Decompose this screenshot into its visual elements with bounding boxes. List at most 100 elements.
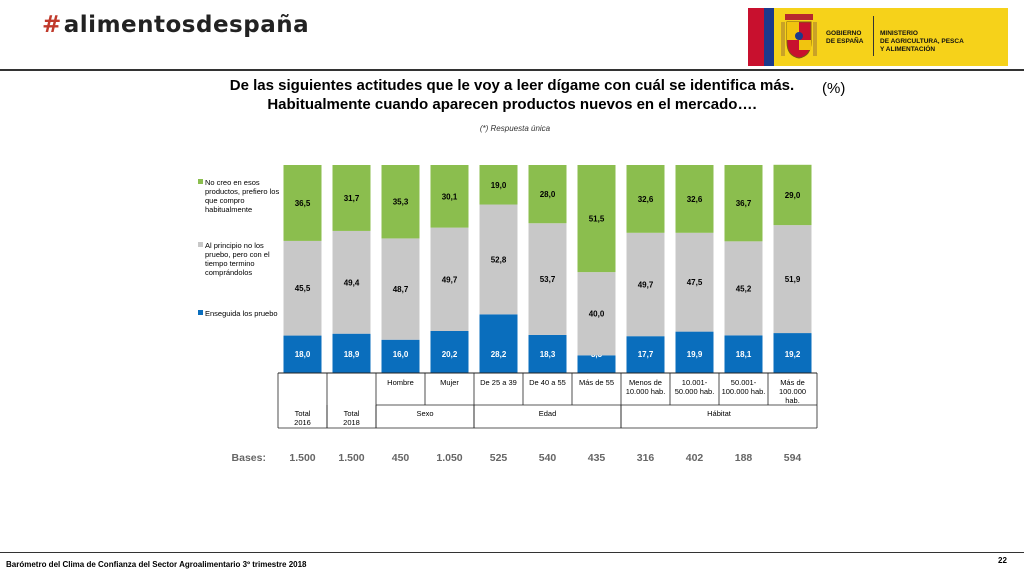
bar-segment [381, 238, 420, 340]
group-label: Sexo [416, 409, 433, 418]
bar-segment [577, 355, 616, 373]
tick-label: De 40 a 55 [529, 378, 566, 387]
group-label: Edad [539, 409, 557, 418]
tick-label: Menos de [629, 378, 662, 387]
data-label: 45,2 [736, 284, 752, 293]
tick-label: hab. [785, 396, 800, 405]
bar-segment [283, 165, 322, 241]
footer-divider [0, 552, 1024, 553]
bar-segment [724, 241, 763, 336]
bar-segment [626, 165, 665, 233]
base-value: 1.500 [289, 452, 316, 464]
bar-segment [381, 165, 420, 239]
base-value: 1.500 [338, 452, 365, 464]
base-value: 594 [783, 452, 802, 464]
data-label: 32,6 [687, 195, 703, 204]
bar-segment [479, 204, 518, 315]
gov-line: GOBIERNO [826, 30, 862, 37]
bar-segment [528, 223, 567, 335]
data-label: 45,5 [295, 284, 311, 293]
base-value: 188 [734, 452, 753, 464]
bar-segment [675, 165, 714, 233]
tick-label: Mujer [440, 378, 459, 387]
data-label: 29,0 [785, 191, 801, 200]
divider [873, 16, 874, 56]
bar-segment [283, 240, 322, 336]
brand-logo: #alimentosdespaña [42, 12, 309, 38]
data-label: 35,3 [393, 198, 409, 207]
tick-label: De 25 a 39 [480, 378, 517, 387]
bar-segment [626, 336, 665, 373]
ministry-line: MINISTERIO [880, 30, 918, 37]
bar-segment [724, 165, 763, 242]
gov-line: DE ESPAÑA [826, 38, 864, 45]
bar-segment [675, 331, 714, 373]
legend-swatch [198, 242, 203, 247]
base-value: 1.050 [436, 452, 463, 464]
legend-label: Al principio no los [205, 241, 264, 250]
bar-segment [577, 165, 616, 273]
data-label: 36,5 [295, 199, 311, 208]
data-label: 19,9 [687, 350, 703, 359]
data-label: 49,7 [442, 275, 458, 284]
hash-icon: # [42, 12, 62, 38]
page-number: 22 [998, 556, 1007, 565]
bar-segment [332, 165, 371, 231]
bar-segment [577, 272, 616, 356]
tick-label: 50.000 hab. [675, 387, 715, 396]
data-label: 52,8 [491, 255, 507, 264]
bar-segment [528, 334, 567, 373]
tick-label: 10.000 hab. [626, 387, 666, 396]
bar-segment [332, 230, 371, 334]
eu-flag-stripe [764, 8, 774, 66]
chart-subtitle: (*) Respuesta única [479, 124, 551, 133]
data-label: 31,7 [344, 194, 360, 203]
tick-label: Más de [780, 378, 805, 387]
data-label: 49,7 [638, 280, 654, 289]
data-label: 28,0 [540, 190, 556, 199]
group-label: 2016 [294, 418, 311, 427]
bar-segment [430, 330, 469, 373]
data-label: 17,7 [638, 350, 654, 359]
title-line-2: Habitualmente cuando aparecen productos … [267, 96, 757, 113]
data-label: 47,5 [687, 278, 703, 287]
tick-label: 10.001- [682, 378, 708, 387]
tick-label: 100.000 [779, 387, 806, 396]
base-value: 540 [538, 452, 557, 464]
data-label: 51,9 [785, 275, 801, 284]
legend-label: productos, prefiero los [205, 187, 279, 196]
bar-segment [479, 165, 518, 205]
footer-text: Barómetro del Clima de Confianza del Sec… [6, 560, 307, 569]
tick-label: Hombre [387, 378, 414, 387]
bar-segment [626, 232, 665, 337]
data-label: 36,7 [736, 199, 752, 208]
legend-label: tiempo termino [205, 259, 255, 268]
group-label: 2018 [343, 418, 360, 427]
ministry-line: Y ALIMENTACIÓN [880, 46, 936, 53]
group-label: Total [295, 409, 311, 418]
tick-label: Más de 55 [579, 378, 614, 387]
flag-stripe [748, 8, 764, 66]
data-label: 51,5 [589, 215, 605, 224]
legend-label: comprándolos [205, 268, 252, 277]
legend-swatch [198, 179, 203, 184]
data-label: 18,0 [295, 350, 311, 359]
ministry-line: DE AGRICULTURA, PESCA [880, 38, 964, 45]
data-label: 18,1 [736, 350, 752, 359]
base-value: 450 [391, 452, 410, 464]
legend-label: habitualmente [205, 205, 252, 214]
bar-segment [430, 227, 469, 331]
tick-label: 50.001- [731, 378, 757, 387]
data-label: 19,2 [785, 350, 801, 359]
data-label: 18,3 [540, 350, 556, 359]
bar-segment [724, 335, 763, 373]
data-label: 32,6 [638, 195, 654, 204]
data-label: 40,0 [589, 310, 605, 319]
base-value: 525 [489, 452, 508, 464]
data-label: 18,9 [344, 350, 360, 359]
data-label: 16,0 [393, 350, 409, 359]
gov-name: GOBIERNO DE ESPAÑA [826, 30, 870, 46]
bar-segment [773, 225, 812, 334]
bases-label: Bases: [231, 452, 266, 464]
